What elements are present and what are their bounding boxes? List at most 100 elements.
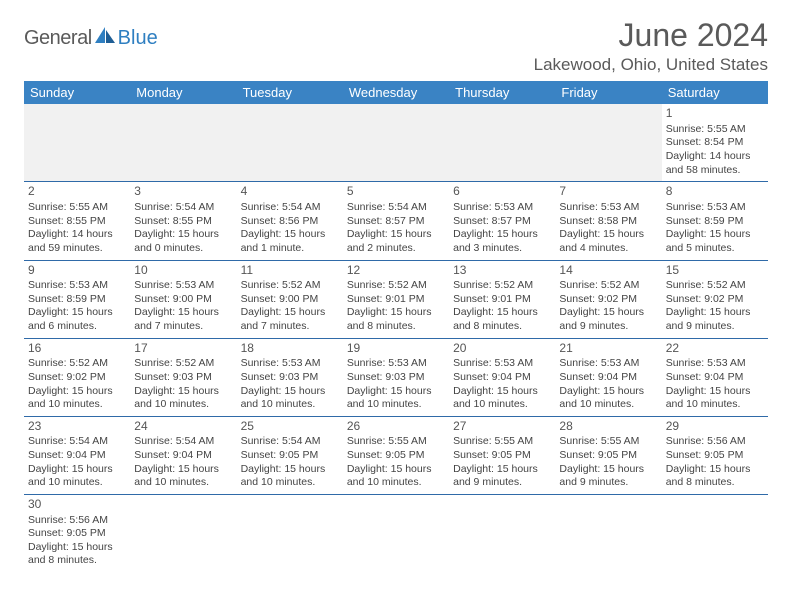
sunrise-line: Sunrise: 5:55 AM xyxy=(347,435,445,449)
calendar-cell: 8Sunrise: 5:53 AMSunset: 8:59 PMDaylight… xyxy=(662,182,768,260)
day-number: 7 xyxy=(559,184,657,200)
sail-icon xyxy=(94,26,116,51)
sunset-line: Sunset: 9:05 PM xyxy=(28,527,126,541)
weekday-header: Saturday xyxy=(662,81,768,104)
sunset-line: Sunset: 9:04 PM xyxy=(28,449,126,463)
sunset-line: Sunset: 9:04 PM xyxy=(134,449,232,463)
daylight-line: Daylight: 15 hours and 10 minutes. xyxy=(28,385,126,412)
daylight-line: Daylight: 15 hours and 7 minutes. xyxy=(241,306,339,333)
weekday-header: Wednesday xyxy=(343,81,449,104)
calendar-cell: 13Sunrise: 5:52 AMSunset: 9:01 PMDayligh… xyxy=(449,260,555,338)
day-number: 15 xyxy=(666,263,764,279)
day-number: 12 xyxy=(347,263,445,279)
daylight-line: Daylight: 15 hours and 0 minutes. xyxy=(134,228,232,255)
sunset-line: Sunset: 9:04 PM xyxy=(453,371,551,385)
day-number: 24 xyxy=(134,419,232,435)
day-number: 4 xyxy=(241,184,339,200)
calendar-cell-blank xyxy=(555,104,661,182)
daylight-line: Daylight: 15 hours and 5 minutes. xyxy=(666,228,764,255)
daylight-line: Daylight: 15 hours and 8 minutes. xyxy=(666,463,764,490)
calendar-cell: 28Sunrise: 5:55 AMSunset: 9:05 PMDayligh… xyxy=(555,416,661,494)
calendar-cell: 12Sunrise: 5:52 AMSunset: 9:01 PMDayligh… xyxy=(343,260,449,338)
daylight-line: Daylight: 15 hours and 10 minutes. xyxy=(347,385,445,412)
header: General Blue June 2024 Lakewood, Ohio, U… xyxy=(24,18,768,75)
calendar-cell: 2Sunrise: 5:55 AMSunset: 8:55 PMDaylight… xyxy=(24,182,130,260)
weekday-header: Friday xyxy=(555,81,661,104)
day-number: 14 xyxy=(559,263,657,279)
sunrise-line: Sunrise: 5:53 AM xyxy=(347,357,445,371)
day-number: 18 xyxy=(241,341,339,357)
sunrise-line: Sunrise: 5:53 AM xyxy=(559,201,657,215)
calendar-cell: 22Sunrise: 5:53 AMSunset: 9:04 PMDayligh… xyxy=(662,338,768,416)
sunset-line: Sunset: 9:02 PM xyxy=(28,371,126,385)
calendar-cell: 6Sunrise: 5:53 AMSunset: 8:57 PMDaylight… xyxy=(449,182,555,260)
sunset-line: Sunset: 8:56 PM xyxy=(241,215,339,229)
sunrise-line: Sunrise: 5:56 AM xyxy=(666,435,764,449)
calendar-cell: 11Sunrise: 5:52 AMSunset: 9:00 PMDayligh… xyxy=(237,260,343,338)
sunrise-line: Sunrise: 5:52 AM xyxy=(28,357,126,371)
calendar-cell: 4Sunrise: 5:54 AMSunset: 8:56 PMDaylight… xyxy=(237,182,343,260)
calendar-cell: 16Sunrise: 5:52 AMSunset: 9:02 PMDayligh… xyxy=(24,338,130,416)
sunset-line: Sunset: 8:59 PM xyxy=(666,215,764,229)
daylight-line: Daylight: 15 hours and 3 minutes. xyxy=(453,228,551,255)
calendar-cell-blank xyxy=(343,494,449,572)
calendar-cell: 1Sunrise: 5:55 AMSunset: 8:54 PMDaylight… xyxy=(662,104,768,182)
sunrise-line: Sunrise: 5:54 AM xyxy=(134,201,232,215)
weekday-header: Sunday xyxy=(24,81,130,104)
sunset-line: Sunset: 9:01 PM xyxy=(347,293,445,307)
title-block: June 2024 Lakewood, Ohio, United States xyxy=(534,18,768,75)
calendar-cell-blank xyxy=(237,104,343,182)
calendar-cell-blank xyxy=(662,494,768,572)
daylight-line: Daylight: 15 hours and 9 minutes. xyxy=(559,463,657,490)
daylight-line: Daylight: 15 hours and 10 minutes. xyxy=(666,385,764,412)
daylight-line: Daylight: 15 hours and 9 minutes. xyxy=(453,463,551,490)
calendar-cell-blank xyxy=(449,494,555,572)
sunset-line: Sunset: 8:57 PM xyxy=(347,215,445,229)
calendar-cell: 23Sunrise: 5:54 AMSunset: 9:04 PMDayligh… xyxy=(24,416,130,494)
calendar-cell: 15Sunrise: 5:52 AMSunset: 9:02 PMDayligh… xyxy=(662,260,768,338)
sunset-line: Sunset: 9:05 PM xyxy=(347,449,445,463)
daylight-line: Daylight: 15 hours and 1 minute. xyxy=(241,228,339,255)
calendar-cell-blank xyxy=(343,104,449,182)
daylight-line: Daylight: 15 hours and 10 minutes. xyxy=(134,463,232,490)
daylight-line: Daylight: 15 hours and 8 minutes. xyxy=(28,541,126,568)
daylight-line: Daylight: 15 hours and 9 minutes. xyxy=(666,306,764,333)
sunrise-line: Sunrise: 5:53 AM xyxy=(666,357,764,371)
day-number: 1 xyxy=(666,106,764,122)
calendar-cell-blank xyxy=(237,494,343,572)
calendar-row: 16Sunrise: 5:52 AMSunset: 9:02 PMDayligh… xyxy=(24,338,768,416)
daylight-line: Daylight: 15 hours and 8 minutes. xyxy=(453,306,551,333)
daylight-line: Daylight: 15 hours and 10 minutes. xyxy=(241,463,339,490)
logo-text-1: General xyxy=(24,27,92,50)
calendar-row: 23Sunrise: 5:54 AMSunset: 9:04 PMDayligh… xyxy=(24,416,768,494)
day-number: 22 xyxy=(666,341,764,357)
sunrise-line: Sunrise: 5:55 AM xyxy=(28,201,126,215)
day-number: 21 xyxy=(559,341,657,357)
sunset-line: Sunset: 9:02 PM xyxy=(666,293,764,307)
sunset-line: Sunset: 8:55 PM xyxy=(134,215,232,229)
sunset-line: Sunset: 9:03 PM xyxy=(347,371,445,385)
daylight-line: Daylight: 15 hours and 10 minutes. xyxy=(347,463,445,490)
sunset-line: Sunset: 9:00 PM xyxy=(241,293,339,307)
weekday-header: Tuesday xyxy=(237,81,343,104)
sunset-line: Sunset: 9:04 PM xyxy=(559,371,657,385)
sunset-line: Sunset: 9:05 PM xyxy=(241,449,339,463)
calendar-cell: 3Sunrise: 5:54 AMSunset: 8:55 PMDaylight… xyxy=(130,182,236,260)
daylight-line: Daylight: 15 hours and 10 minutes. xyxy=(453,385,551,412)
sunrise-line: Sunrise: 5:53 AM xyxy=(453,357,551,371)
calendar-body: 1 Sunrise: 5:55 AM Sunset: 8:54 PM Daylight… xyxy=(24,104,768,572)
calendar-cell: 5Sunrise: 5:54 AMSunset: 8:57 PMDaylight… xyxy=(343,182,449,260)
calendar-row: 30Sunrise: 5:56 AMSunset: 9:05 PMDayligh… xyxy=(24,494,768,572)
sunrise-line: Sunrise: 5:54 AM xyxy=(134,435,232,449)
sunset-line: Sunset: 8:54 PM xyxy=(666,136,764,150)
daylight-line: Daylight: 15 hours and 10 minutes. xyxy=(559,385,657,412)
sunrise-line: Sunrise: 5:53 AM xyxy=(241,357,339,371)
sunrise-line: Sunrise: 5:52 AM xyxy=(453,279,551,293)
calendar-row: 2Sunrise: 5:55 AMSunset: 8:55 PMDaylight… xyxy=(24,182,768,260)
sunset-line: Sunset: 8:55 PM xyxy=(28,215,126,229)
day-number: 6 xyxy=(453,184,551,200)
calendar-cell: 7Sunrise: 5:53 AMSunset: 8:58 PMDaylight… xyxy=(555,182,661,260)
day-number: 28 xyxy=(559,419,657,435)
calendar-header-row: Sunday Monday Tuesday Wednesday Thursday… xyxy=(24,81,768,104)
calendar-cell-blank xyxy=(449,104,555,182)
